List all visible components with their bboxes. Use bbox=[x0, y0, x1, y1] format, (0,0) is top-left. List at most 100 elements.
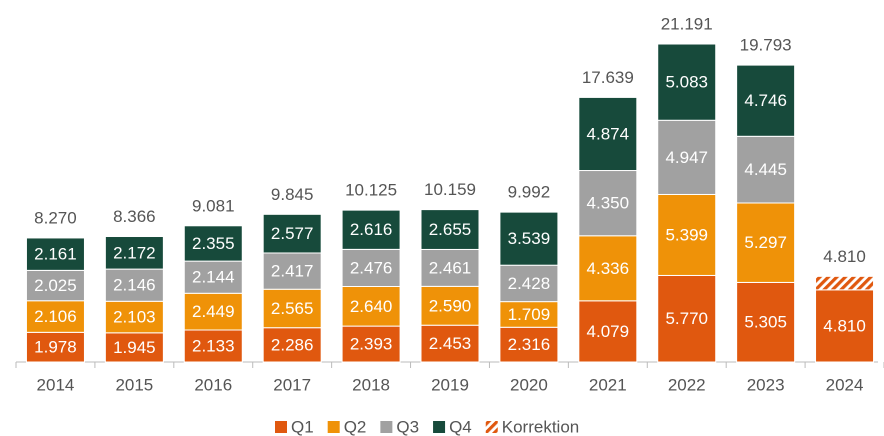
data-label: 3.539 bbox=[508, 229, 551, 248]
data-label: 1.945 bbox=[113, 338, 156, 357]
data-label: 2.103 bbox=[113, 308, 156, 327]
bar-segment bbox=[183, 225, 243, 262]
legend-swatch bbox=[485, 421, 498, 433]
data-label: 2.146 bbox=[113, 276, 156, 295]
x-tick-label: 2020 bbox=[510, 375, 548, 394]
data-label: 2.577 bbox=[271, 224, 314, 243]
data-label: 2.565 bbox=[271, 299, 314, 318]
bar-segment bbox=[420, 285, 480, 326]
bar-segment bbox=[736, 64, 796, 137]
legend-swatch bbox=[380, 421, 393, 433]
data-label: 2.106 bbox=[34, 307, 77, 326]
bar-segment bbox=[262, 327, 322, 363]
bar-segment bbox=[104, 300, 164, 334]
data-label: 2.133 bbox=[192, 336, 235, 355]
bar-segment bbox=[25, 237, 85, 271]
bar-segment bbox=[657, 193, 717, 276]
legend-swatch bbox=[327, 421, 340, 433]
total-label: 10.159 bbox=[424, 180, 476, 199]
data-label: 2.655 bbox=[429, 220, 472, 239]
bar-segment bbox=[262, 288, 322, 329]
bar-segment bbox=[657, 274, 717, 363]
data-label: 4.336 bbox=[587, 259, 630, 278]
x-tick-label: 2021 bbox=[589, 375, 627, 394]
data-label: 2.161 bbox=[34, 245, 77, 264]
data-label: 2.172 bbox=[113, 243, 156, 262]
bar-segment bbox=[25, 331, 85, 363]
bar-segment bbox=[341, 209, 401, 250]
legend-label: Q2 bbox=[344, 417, 367, 436]
data-label: 4.350 bbox=[587, 194, 630, 213]
x-tick-label: 2018 bbox=[352, 375, 390, 394]
legend-swatch bbox=[275, 421, 287, 433]
legend-label: Q4 bbox=[449, 417, 472, 436]
data-label: 2.355 bbox=[192, 234, 235, 253]
bar-segment bbox=[341, 325, 401, 363]
data-label: 4.947 bbox=[665, 148, 708, 167]
bar-segment bbox=[499, 326, 559, 363]
x-tick-label: 2022 bbox=[668, 375, 706, 394]
x-tick-label: 2015 bbox=[115, 375, 153, 394]
x-tick-label: 2024 bbox=[826, 375, 864, 394]
legend-swatch bbox=[433, 421, 446, 433]
bar-segment bbox=[815, 289, 875, 363]
data-label: 2.453 bbox=[429, 334, 472, 353]
data-label: 2.025 bbox=[34, 276, 77, 295]
data-label: 4.746 bbox=[744, 91, 787, 110]
data-label: 4.445 bbox=[744, 160, 787, 179]
x-tick-label: 2023 bbox=[747, 375, 785, 394]
data-label: 2.417 bbox=[271, 262, 314, 281]
bar-segment bbox=[104, 236, 164, 270]
bar-segment bbox=[499, 301, 559, 328]
data-label: 5.770 bbox=[665, 309, 708, 328]
bar-segment bbox=[499, 264, 559, 303]
legend-label: Q3 bbox=[396, 417, 419, 436]
total-label: 8.366 bbox=[113, 207, 156, 226]
bar-segment bbox=[657, 43, 717, 121]
data-label: 2.144 bbox=[192, 268, 235, 287]
bar-segment bbox=[736, 202, 796, 283]
data-label: 4.874 bbox=[587, 124, 630, 143]
bar-segment bbox=[104, 332, 164, 363]
bar-segment bbox=[262, 213, 322, 254]
bar-segment bbox=[578, 170, 638, 237]
data-label: 5.305 bbox=[744, 313, 787, 332]
total-label: 19.793 bbox=[740, 36, 792, 55]
total-label: 17.639 bbox=[582, 68, 634, 87]
data-label: 2.316 bbox=[508, 335, 551, 354]
bar-segment bbox=[499, 211, 559, 266]
bar-segment bbox=[183, 292, 243, 331]
x-tick-label: 2019 bbox=[431, 375, 469, 394]
x-tick-label: 2017 bbox=[273, 375, 311, 394]
data-label: 4.810 bbox=[823, 316, 866, 335]
total-label: 4.810 bbox=[823, 247, 866, 266]
bar-segment bbox=[815, 275, 875, 291]
data-label: 2.393 bbox=[350, 335, 393, 354]
data-label: 2.286 bbox=[271, 335, 314, 354]
data-label: 2.476 bbox=[350, 258, 393, 277]
data-label: 2.461 bbox=[429, 258, 472, 277]
data-label: 1.709 bbox=[508, 305, 551, 324]
bar-segment bbox=[341, 248, 401, 288]
data-label: 4.079 bbox=[587, 322, 630, 341]
bar-segment bbox=[578, 300, 638, 363]
bar-segment bbox=[262, 252, 322, 290]
bar-segment bbox=[736, 135, 796, 204]
total-label: 10.125 bbox=[345, 181, 397, 200]
bar-segment bbox=[578, 235, 638, 302]
legend-label: Q1 bbox=[291, 417, 314, 436]
data-label: 5.297 bbox=[744, 233, 787, 252]
bar-segment bbox=[420, 248, 480, 287]
data-label: 5.083 bbox=[665, 73, 708, 92]
total-label: 9.081 bbox=[192, 196, 235, 215]
data-label: 2.449 bbox=[192, 302, 235, 321]
bar-segment bbox=[736, 281, 796, 363]
bar-segment bbox=[183, 260, 243, 294]
total-label: 9.992 bbox=[508, 183, 551, 202]
total-label: 8.270 bbox=[34, 208, 77, 227]
legend-label: Korrektion bbox=[502, 417, 579, 436]
x-tick-label: 2016 bbox=[194, 375, 232, 394]
bar-segment bbox=[420, 209, 480, 250]
data-label: 5.399 bbox=[665, 225, 708, 244]
